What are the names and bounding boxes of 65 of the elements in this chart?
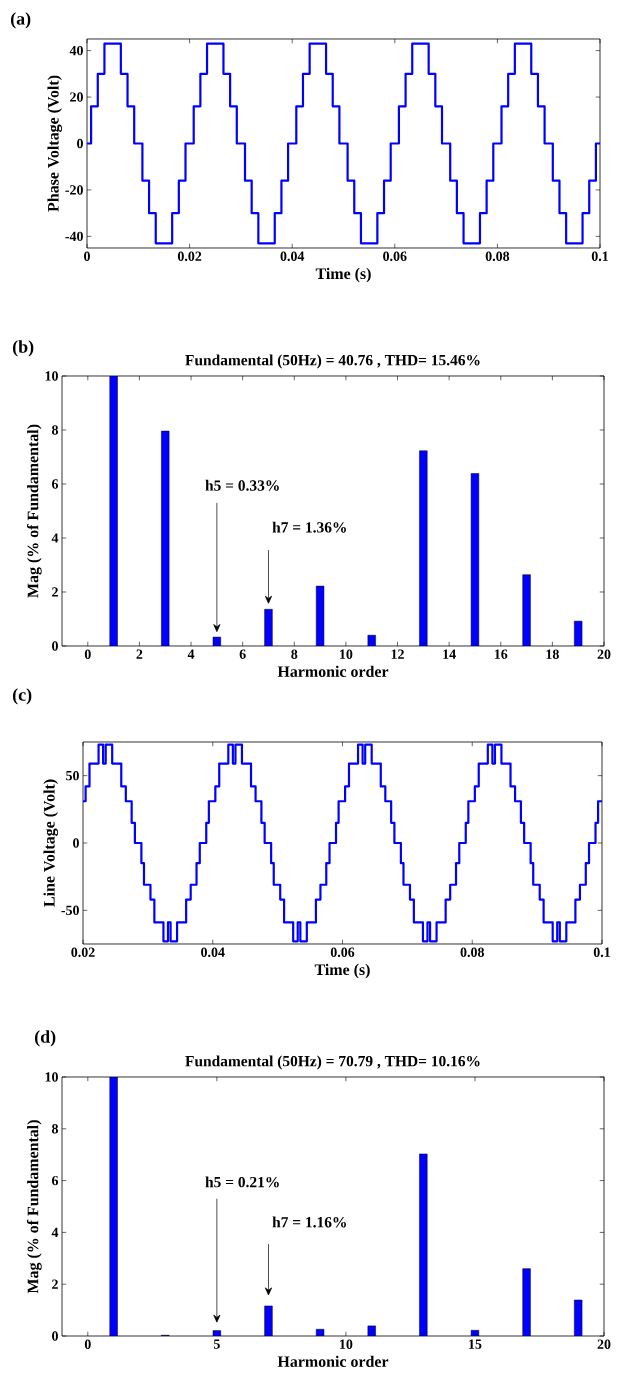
x-tick-label: 10	[340, 649, 353, 659]
x-tick-label: 0.06	[383, 251, 407, 261]
x-tick-label: 0.1	[591, 251, 608, 261]
y-tick-label: -20	[65, 185, 83, 195]
y-axis-title: Line Voltage (Volt)	[43, 779, 59, 907]
y-tick-label: 20	[70, 92, 83, 102]
x-tick-label: 6	[239, 649, 246, 659]
y-axis-title: Mag (% of Fundamental)	[26, 424, 42, 598]
annotation: h5 = 0.33%	[205, 479, 279, 491]
x-tick-label: 0.04	[201, 947, 225, 957]
x-tick-label: 20	[597, 649, 611, 659]
x-tick-label: 5	[213, 1339, 220, 1349]
text: (d)	[34, 1030, 56, 1047]
y-axis-title: Mag (% of Fundamental)	[26, 1120, 42, 1294]
x-tick-label: 20	[597, 1339, 611, 1349]
x-tick-label: 0	[84, 1339, 91, 1349]
annotation: h7 = 1.16%	[272, 1216, 346, 1228]
y-axis-title: Phase Voltage (Volt)	[47, 75, 63, 212]
x-tick-label: 0.02	[71, 947, 95, 957]
x-tick-label: 16	[494, 649, 508, 659]
x-tick-label: 0	[84, 649, 91, 659]
x-tick-label: 15	[469, 1339, 482, 1349]
chart-title: Fundamental (50Hz) = 40.76 , THD= 15.46%	[185, 354, 480, 369]
y-tick-label: 2	[52, 587, 58, 597]
x-tick-label: 4	[187, 649, 195, 659]
y-tick-label: 10	[45, 371, 58, 381]
x-tick-label: 0	[84, 251, 90, 261]
x-axis-title: Harmonic order	[277, 665, 389, 677]
x-tick-label: 0.04	[280, 251, 305, 261]
x-tick-label: 0.02	[177, 251, 202, 261]
text: (c)	[12, 688, 32, 705]
y-tick-label: -50	[61, 905, 79, 916]
annotation: h5 = 0.21%	[205, 1176, 279, 1188]
x-tick-label: 2	[136, 649, 143, 659]
x-tick-label: 14	[443, 649, 456, 659]
y-tick-label: 0	[52, 641, 58, 651]
x-tick-label: 12	[391, 649, 404, 659]
x-tick-label: 0.08	[460, 947, 484, 957]
x-tick-label: 8	[291, 649, 298, 659]
x-tick-label: 0.06	[330, 947, 355, 957]
x-axis-title: Time (s)	[314, 963, 370, 979]
annotation: h7 = 1.36%	[272, 521, 346, 533]
y-tick-label: 8	[51, 1124, 59, 1134]
y-tick-label: 4	[51, 533, 59, 543]
y-tick-label: 2	[52, 1279, 58, 1289]
text: (b)	[12, 340, 34, 357]
y-tick-label: 6	[51, 1175, 59, 1186]
x-tick-label: 0.1	[593, 947, 610, 957]
y-tick-label: 40	[69, 45, 83, 56]
text: (a)	[10, 12, 31, 29]
y-tick-label: 8	[51, 425, 59, 435]
x-tick-label: 0.08	[485, 251, 510, 261]
x-axis-title: Harmonic order	[277, 1355, 389, 1367]
y-tick-label: -40	[65, 231, 83, 242]
y-tick-label: 6	[51, 479, 59, 489]
y-tick-label: 50	[66, 770, 79, 781]
x-axis-title: Time (s)	[315, 267, 371, 283]
y-tick-label: 4	[51, 1227, 59, 1237]
chart-title: Fundamental (50Hz) = 70.79 , THD= 10.16%	[185, 1055, 480, 1070]
x-tick-label: 10	[340, 1339, 353, 1349]
y-tick-label: 0	[52, 1331, 58, 1341]
x-tick-label: 18	[546, 649, 559, 659]
y-tick-label: 0	[77, 138, 83, 149]
y-tick-label: 0	[73, 838, 79, 848]
y-tick-label: 10	[45, 1072, 58, 1082]
